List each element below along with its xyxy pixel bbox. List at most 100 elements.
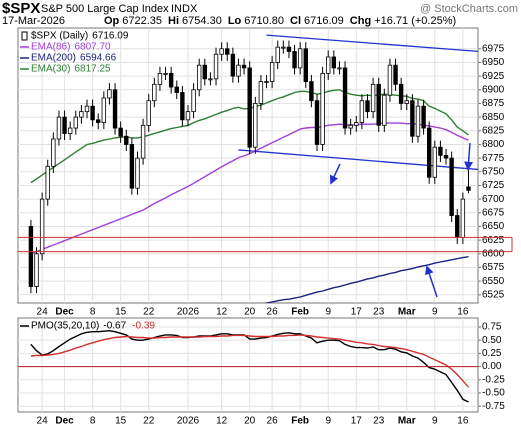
candle-body (202, 64, 208, 80)
quote-value: 6710.80 (244, 15, 284, 27)
candle-body (45, 165, 50, 200)
x-tick-label: 22 (143, 307, 155, 318)
y-tick-label: 0.25 (482, 348, 502, 359)
legend-value: 6807.70 (74, 42, 111, 53)
x-tick-label: 8 (90, 416, 96, 427)
candle-body (370, 83, 376, 113)
candle-body (432, 146, 438, 178)
candle-body (230, 53, 236, 77)
symbol: $SPX (2, 0, 40, 17)
candle-body (449, 157, 454, 216)
x-tick-label: Mar (398, 307, 416, 318)
y-tick-label: 0.00 (482, 361, 502, 372)
x-tick-label: 17 (351, 307, 363, 318)
candle-body (107, 89, 112, 99)
y-tick-label: 0.75 (482, 322, 502, 333)
x-tick-label: 9 (432, 307, 438, 318)
candle-body (331, 56, 337, 69)
legend-name: PMO(35,20,10) (31, 321, 99, 332)
y-tick-label: 6675 (482, 207, 505, 218)
x-tick-label: 24 (37, 416, 49, 427)
candle-body (342, 67, 348, 129)
candle-body (73, 116, 78, 129)
trendline (266, 34, 478, 53)
index-name: S&P 500 Large Cap Index (41, 3, 169, 15)
quote-value: +16.71 (+0.25%) (374, 15, 456, 27)
candle-body (129, 144, 135, 189)
candle-body (124, 135, 129, 145)
candle-body (410, 100, 415, 137)
x-tick-label: Dec (55, 416, 74, 427)
candle-body (382, 94, 387, 126)
candle-body (168, 72, 174, 88)
candle-body (62, 116, 67, 134)
candle-body (292, 51, 297, 69)
legend-icon (21, 31, 28, 41)
legend-value: -0.67 (103, 321, 126, 332)
source: @ StockCharts.com (420, 3, 518, 15)
x-tick-label: 15 (115, 416, 127, 427)
legend-name: EMA(200) (31, 53, 76, 64)
candle-body (118, 127, 123, 137)
candle-body (191, 89, 196, 113)
candle-body (455, 215, 460, 238)
x-tick-label: Dec (55, 307, 74, 318)
legend-name: EMA(86) (31, 42, 70, 53)
candle-body (247, 67, 252, 148)
legend-value: -0.39 (132, 321, 155, 332)
quote-label: Hi (168, 15, 179, 27)
x-tick-label: 9 (325, 416, 331, 427)
candle-body (140, 124, 146, 159)
series-line (262, 256, 469, 303)
candle-body (348, 124, 353, 129)
candle-body (79, 111, 84, 118)
y-tick-label: 6800 (482, 139, 505, 150)
candle-body (196, 64, 202, 91)
y-tick-label: -0.75 (482, 401, 505, 412)
candle-body (219, 48, 224, 55)
y-tick-label: 6925 (482, 71, 505, 82)
x-tick-label: 9 (325, 307, 331, 318)
x-tick-label: 26 (267, 307, 279, 318)
candle-body (39, 198, 45, 255)
candle-body (297, 48, 303, 69)
y-tick-label: 6775 (482, 153, 505, 164)
y-tick-label: 6550 (482, 276, 505, 287)
candle-body (185, 111, 191, 121)
quote-value: 6722.35 (122, 15, 162, 27)
y-tick-label: -0.25 (482, 374, 505, 385)
candle-body (174, 86, 179, 93)
y-tick-label: 6975 (482, 43, 505, 54)
annotation-arrows (330, 142, 513, 298)
x-tick-label: 17 (351, 416, 363, 427)
y-tick-label: 6525 (482, 289, 505, 300)
arrow (425, 265, 438, 298)
x-tick-label: 16 (457, 416, 469, 427)
date: 17-Mar-2026 (2, 15, 65, 27)
x-tick-label: Feb (291, 416, 309, 427)
y-tick-label: 6575 (482, 262, 505, 273)
candle-body (303, 48, 308, 82)
x-tick-label: 20 (244, 416, 256, 427)
candle-body (376, 83, 381, 126)
trendline (238, 149, 478, 171)
quote-value: 6716.09 (304, 15, 344, 27)
y-tick-label: 6900 (482, 84, 505, 95)
quote-label: Chg (350, 15, 371, 27)
candle-body (438, 146, 443, 156)
candle-body (90, 105, 95, 121)
legend-name: EMA(30) (31, 64, 70, 75)
candle-body (96, 119, 101, 123)
candle-body (258, 81, 264, 104)
x-tick-label: 12 (216, 416, 228, 427)
x-tick-label: 24 (37, 307, 49, 318)
candle-body (253, 103, 258, 148)
y-tick-label: 6950 (482, 57, 505, 68)
legend-value: 6817.25 (74, 64, 111, 75)
legend-name: $SPX (Daily) (31, 31, 88, 42)
candle-body (337, 67, 342, 70)
candle-body (34, 253, 39, 287)
y-tick-label: 6825 (482, 125, 505, 136)
quote-label: Lo (228, 15, 242, 27)
